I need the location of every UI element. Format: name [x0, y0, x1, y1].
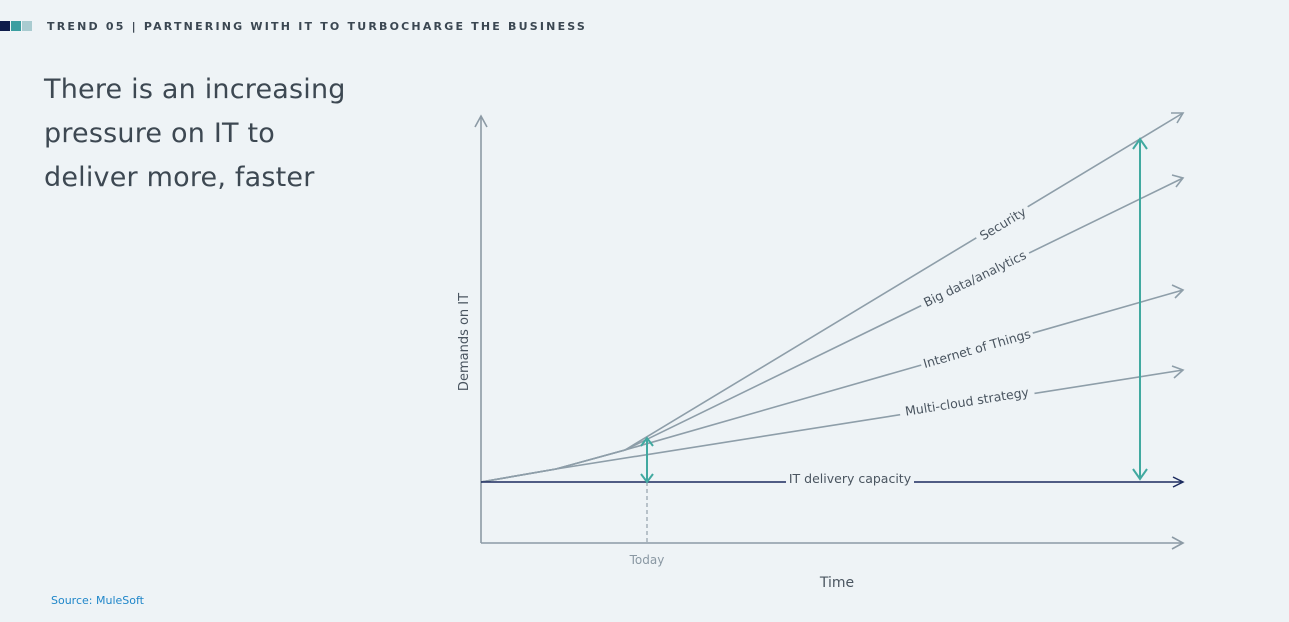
- label-big-data: Big data/analytics: [917, 244, 1032, 312]
- page-title-line-2: pressure on IT to: [44, 118, 275, 149]
- source-note: Source: MuleSoft: [51, 594, 144, 607]
- brand-square-teal: [11, 21, 21, 31]
- label-security: Security: [972, 200, 1033, 246]
- demand-line-multicloud: [480, 365, 1185, 483]
- label-iot: Internet of Things: [918, 324, 1035, 372]
- demand-line-iot: [480, 284, 1185, 483]
- today-label: Today: [629, 553, 665, 567]
- gap-arrow-future: [1132, 137, 1148, 481]
- capacity-line: IT delivery capacity: [481, 471, 1185, 489]
- svg-text:Big data/analytics: Big data/analytics: [921, 247, 1028, 310]
- x-axis-arrowhead: [1171, 536, 1185, 550]
- page-title-line-3: deliver more, faster: [44, 162, 315, 193]
- page-title: There is an increasing pressure on IT to…: [44, 68, 384, 200]
- trend-kicker: TREND 05 | PARTNERING WITH IT TO TURBOCH…: [47, 19, 588, 33]
- svg-text:Security: Security: [977, 204, 1029, 244]
- brand-squares: [0, 21, 33, 31]
- svg-text:Internet of Things: Internet of Things: [921, 326, 1032, 371]
- demand-line-security: [480, 112, 1185, 483]
- y-axis-label: Demands on IT: [457, 293, 472, 391]
- x-axis-label: Time: [819, 575, 854, 591]
- y-axis-arrowhead: [474, 114, 488, 128]
- gap-arrow-today: [640, 436, 654, 484]
- label-multicloud: Multi-cloud strategy: [898, 382, 1036, 420]
- page-title-line-1: There is an increasing: [44, 74, 346, 105]
- svg-text:Multi-cloud strategy: Multi-cloud strategy: [904, 384, 1030, 418]
- brand-square-light: [22, 21, 32, 31]
- capacity-label: IT delivery capacity: [789, 471, 912, 486]
- demand-line-big-data: [480, 174, 1185, 483]
- brand-square-dark: [0, 21, 10, 31]
- header: TREND 05 | PARTNERING WITH IT TO TURBOCH…: [0, 18, 587, 34]
